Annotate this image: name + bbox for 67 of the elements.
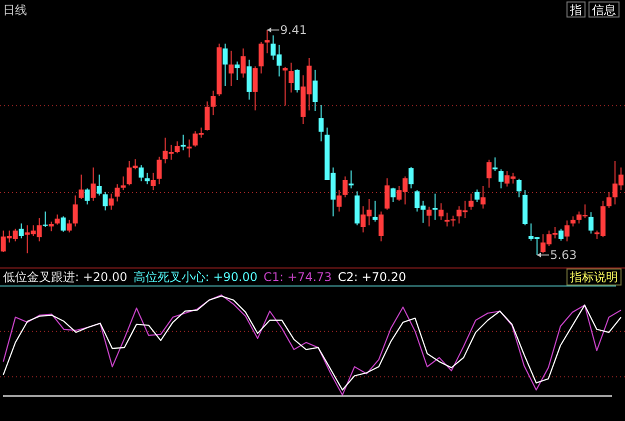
candlestick (294, 68, 300, 93)
candlestick (498, 168, 504, 189)
candlestick (378, 211, 384, 242)
candlestick (114, 184, 120, 202)
candlestick (210, 90, 216, 116)
text: 低位金叉跟进: +20.00 (3, 270, 128, 284)
candlestick (438, 202, 444, 220)
candlestick (282, 66, 288, 106)
candlestick (252, 66, 258, 111)
candlestick (90, 167, 96, 202)
candlestick (84, 188, 90, 205)
annotation: 5.63 (550, 248, 577, 262)
candlestick (564, 220, 570, 242)
candlestick (66, 219, 72, 233)
candlestick (318, 104, 324, 142)
candlestick (102, 191, 108, 211)
candlestick (42, 211, 48, 228)
candlestick (390, 187, 396, 203)
candlestick (108, 193, 114, 210)
candlestick (240, 48, 246, 78)
candlestick (18, 222, 24, 239)
candlestick (468, 193, 474, 210)
candlestick (264, 30, 270, 54)
candlestick (492, 156, 498, 172)
candlestick (186, 139, 192, 158)
candlestick (258, 41, 264, 74)
candlestick (372, 200, 378, 222)
candlestick (96, 174, 102, 196)
candlestick (474, 189, 480, 203)
text: C2: +70.20 (338, 270, 406, 284)
candlestick (156, 156, 162, 185)
candlestick (174, 140, 180, 154)
candlestick (312, 69, 318, 112)
candlestick (606, 191, 612, 208)
candlestick (150, 172, 156, 191)
text: 指标说明 (569, 270, 618, 284)
candlestick (54, 214, 60, 226)
text: C1: +74.73 (264, 270, 332, 284)
candlestick (588, 212, 594, 234)
candlestick (222, 43, 228, 86)
candlestick (60, 216, 66, 232)
text: 指 (569, 3, 582, 17)
candlestick (234, 61, 240, 80)
candlestick (204, 100, 210, 132)
candlestick (486, 159, 492, 188)
candlestick (432, 193, 438, 220)
candlestick (426, 206, 432, 227)
candlestick (72, 194, 78, 227)
candlestick (336, 190, 342, 212)
candlestick (342, 176, 348, 198)
candlestick (138, 164, 144, 182)
candlestick (408, 166, 414, 189)
candlestick (570, 216, 576, 227)
text: 高位死叉小心: +90.00 (133, 270, 258, 284)
candlestick (384, 178, 390, 210)
candlestick (516, 178, 522, 198)
candlestick (348, 170, 354, 189)
candlestick (78, 174, 84, 200)
chart-title: 日线 (3, 3, 27, 17)
candlestick (228, 50, 234, 86)
candlestick (48, 221, 54, 232)
candlestick (480, 185, 486, 210)
candlestick (144, 172, 150, 185)
candlestick (558, 228, 564, 242)
text: 信息 (592, 3, 616, 17)
candlestick (288, 62, 294, 93)
annotation: 9.41 (280, 23, 307, 37)
